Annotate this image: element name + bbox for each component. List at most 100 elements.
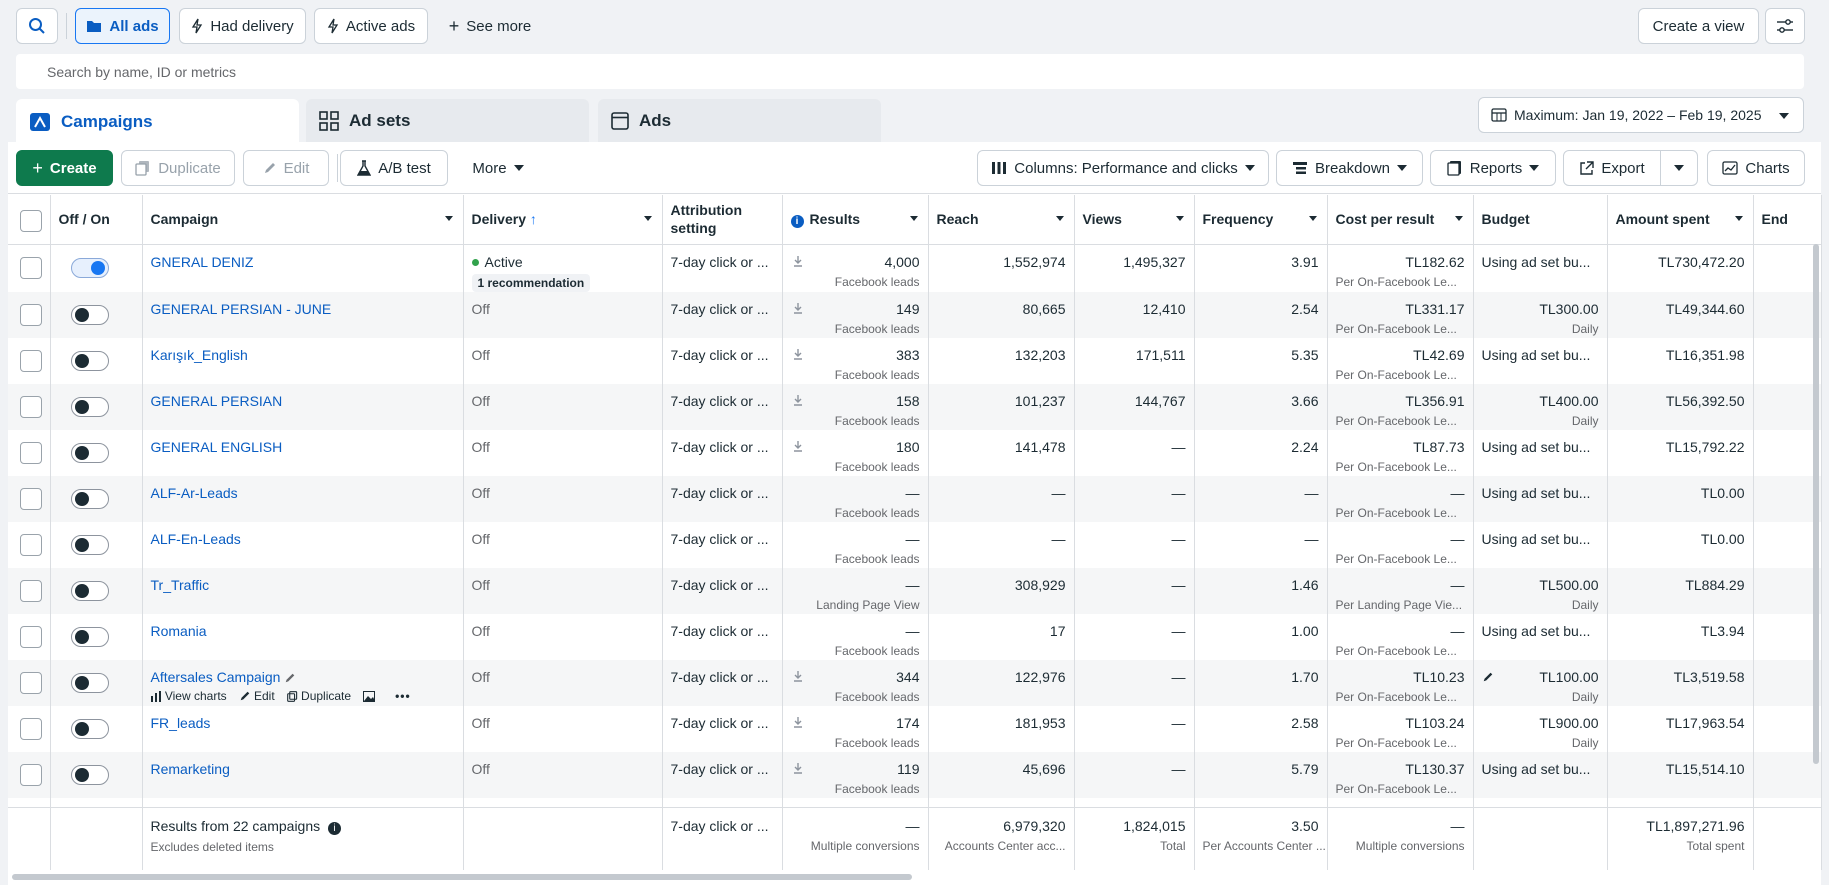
column-end[interactable]: End [1753, 195, 1822, 245]
search-button[interactable] [16, 8, 58, 44]
all-ads-filter[interactable]: All ads [75, 8, 170, 44]
duplicate-action[interactable]: Duplicate [286, 689, 351, 703]
campaign-toggle[interactable] [70, 672, 109, 693]
row-checkbox[interactable] [20, 256, 42, 279]
table-row[interactable]: ALF-Ar-Leads Off 7-day click or ... — Facebo… [8, 475, 1822, 522]
bar-chart-icon [150, 690, 161, 702]
campaign-name-link[interactable]: GNERAL DENIZ [150, 253, 254, 270]
pencil-icon[interactable] [1482, 671, 1494, 683]
row-checkbox[interactable] [20, 579, 42, 602]
row-checkbox[interactable] [20, 487, 42, 510]
breakdown-button[interactable]: Breakdown [1276, 150, 1423, 186]
row-checkbox[interactable] [20, 671, 42, 694]
tab-ad-sets[interactable]: Ad sets [306, 99, 589, 142]
column-cost-per-result[interactable]: Cost per result [1327, 195, 1474, 245]
campaign-name-link[interactable]: Karışık_English [150, 346, 248, 363]
budget-type: Daily [1571, 597, 1599, 612]
row-checkbox[interactable] [20, 625, 42, 648]
campaign-toggle[interactable] [70, 626, 109, 647]
tab-ads[interactable]: Ads [598, 99, 881, 142]
cost-per-result-type: Per On-Facebook Le... [1335, 274, 1457, 289]
campaign-name-link[interactable]: Remarketing [150, 760, 230, 777]
tab-campaigns[interactable]: Campaigns [16, 99, 299, 144]
campaign-name-link[interactable]: GENERAL PERSIAN [150, 392, 283, 409]
campaign-name-link[interactable]: Romania [150, 622, 207, 639]
row-checkbox[interactable] [20, 395, 42, 418]
campaign-toggle[interactable] [70, 580, 109, 601]
table-row[interactable]: GNERAL DENIZ Active 1 recommendation 7-day … [8, 244, 1822, 292]
campaign-name-link[interactable]: ALF-Ar-Leads [150, 484, 238, 501]
column-views[interactable]: Views [1074, 195, 1195, 245]
edit-action[interactable]: Edit [239, 689, 275, 703]
table-row[interactable]: Remarketing Off 7-day click or ... 119 Faceb… [8, 751, 1822, 798]
search-input[interactable] [45, 62, 1804, 81]
charts-button[interactable]: Charts [1707, 150, 1805, 186]
toggle-cell [50, 475, 143, 522]
row-checkbox[interactable] [20, 349, 42, 372]
duplicate-button[interactable]: Duplicate [121, 150, 235, 186]
ab-test-button[interactable]: A/B test [340, 150, 448, 186]
column-results[interactable]: i Results [782, 195, 929, 245]
export-options-button[interactable] [1660, 150, 1698, 186]
column-campaign[interactable]: Campaign [142, 195, 464, 245]
column-reach[interactable]: Reach [928, 195, 1075, 245]
campaign-toggle[interactable] [70, 257, 109, 278]
active-ads-filter[interactable]: Active ads [314, 8, 428, 44]
preview-action[interactable] [363, 689, 376, 703]
table-row[interactable]: ALF-En-Leads Off 7-day click or ... — Facebo… [8, 521, 1822, 568]
table-row[interactable]: Aftersales Campaign View charts Edit Dup… [8, 659, 1822, 706]
see-more-button[interactable]: + See more [440, 8, 540, 44]
create-view-button[interactable]: Create a view [1638, 8, 1759, 44]
row-checkbox[interactable] [20, 441, 42, 464]
view-charts-action[interactable]: View charts [150, 689, 227, 703]
view-settings-button[interactable] [1765, 8, 1805, 44]
campaign-name-link[interactable]: Aftersales Campaign [150, 668, 281, 685]
campaign-toggle[interactable] [70, 488, 109, 509]
table-row[interactable]: Romania Off 7-day click or ... — Facebook le… [8, 613, 1822, 660]
had-delivery-filter[interactable]: Had delivery [179, 8, 306, 44]
date-range-picker[interactable]: Maximum: Jan 19, 2022 – Feb 19, 2025 [1478, 97, 1804, 133]
campaign-toggle[interactable] [70, 304, 109, 325]
campaign-toggle[interactable] [70, 396, 109, 417]
campaign-name-link[interactable]: GENERAL ENGLISH [150, 438, 283, 455]
table-row[interactable]: FR_leads Off 7-day click or ... 174 Facebook… [8, 705, 1822, 752]
table-row[interactable]: Tr_Traffic Off 7-day click or ... — Landing … [8, 567, 1822, 614]
reports-button[interactable]: Reports [1430, 150, 1556, 186]
table-row[interactable]: Karışık_English Off 7-day click or ... 383 F… [8, 337, 1822, 384]
horizontal-scrollbar[interactable] [12, 874, 912, 880]
export-button[interactable]: Export [1563, 150, 1661, 186]
edit-button[interactable]: Edit [243, 150, 329, 186]
campaign-name-link[interactable]: ALF-En-Leads [150, 530, 241, 547]
campaign-name-link[interactable]: GENERAL PERSIAN - JUNE [150, 300, 332, 317]
row-checkbox[interactable] [20, 533, 42, 556]
campaign-toggle[interactable] [70, 534, 109, 555]
column-delivery[interactable]: Delivery ↑ [463, 195, 663, 245]
pencil-icon[interactable] [284, 672, 296, 684]
create-button[interactable]: + Create [16, 150, 113, 186]
campaign-cell: Romania [142, 613, 464, 660]
vertical-scrollbar[interactable] [1813, 244, 1819, 764]
column-attribution[interactable]: Attribution setting [662, 195, 783, 245]
column-frequency[interactable]: Frequency [1194, 195, 1328, 245]
column-off-on[interactable]: Off / On [50, 195, 143, 245]
row-checkbox[interactable] [20, 763, 42, 786]
recommendation-badge[interactable]: 1 recommendation [471, 273, 591, 292]
campaign-name-link[interactable]: Tr_Traffic [150, 576, 210, 593]
campaign-toggle[interactable] [70, 764, 109, 785]
column-budget[interactable]: Budget [1473, 195, 1608, 245]
campaign-toggle[interactable] [70, 442, 109, 463]
select-all-checkbox[interactable] [20, 209, 42, 232]
table-row[interactable]: GENERAL PERSIAN - JUNE Off 7-day click or … [8, 291, 1822, 338]
column-amount-spent[interactable]: Amount spent [1607, 195, 1754, 245]
table-row[interactable]: GENERAL PERSIAN Off 7-day click or ... 158 F… [8, 383, 1822, 430]
row-checkbox[interactable] [20, 303, 42, 326]
table-row[interactable]: GENERAL ENGLISH Off 7-day click or ... 180 F… [8, 429, 1822, 476]
more-button[interactable]: More [458, 150, 538, 186]
campaign-toggle[interactable] [70, 350, 109, 371]
more-options-icon[interactable]: ••• [395, 688, 411, 703]
views-cell: — [1074, 475, 1195, 522]
columns-button[interactable]: Columns: Performance and clicks [977, 150, 1269, 186]
campaign-toggle[interactable] [70, 718, 109, 739]
campaign-name-link[interactable]: FR_leads [150, 714, 211, 731]
row-checkbox[interactable] [20, 717, 42, 740]
